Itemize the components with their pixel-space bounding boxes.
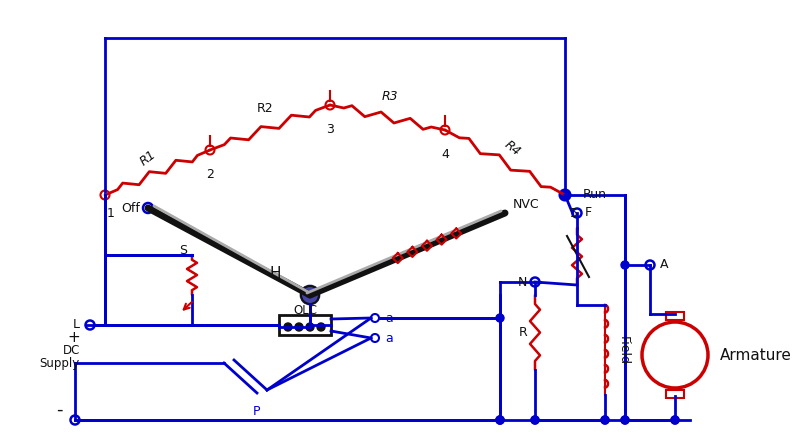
Circle shape <box>621 416 629 424</box>
Circle shape <box>601 416 609 424</box>
Text: R4: R4 <box>502 138 522 158</box>
Circle shape <box>601 416 609 424</box>
Circle shape <box>496 416 504 424</box>
Text: DC: DC <box>62 344 80 357</box>
Text: 3: 3 <box>326 123 334 136</box>
Text: 2: 2 <box>206 168 214 181</box>
Text: F: F <box>585 206 592 219</box>
Circle shape <box>559 190 570 201</box>
Text: a: a <box>385 332 393 344</box>
Text: Run: Run <box>583 189 607 202</box>
Text: R: R <box>518 325 527 339</box>
Circle shape <box>317 323 325 331</box>
Text: P: P <box>254 405 261 418</box>
Text: 5: 5 <box>570 207 578 220</box>
FancyBboxPatch shape <box>279 315 331 335</box>
Text: N: N <box>518 275 527 288</box>
Text: Armature: Armature <box>720 348 792 363</box>
Text: R1: R1 <box>138 148 158 168</box>
Text: L: L <box>73 319 80 332</box>
FancyBboxPatch shape <box>666 390 684 398</box>
Text: R2: R2 <box>257 102 274 115</box>
Text: NVC: NVC <box>513 198 540 211</box>
Circle shape <box>301 286 319 304</box>
Text: OLC: OLC <box>293 304 317 317</box>
Circle shape <box>306 323 314 331</box>
Text: H: H <box>270 266 281 280</box>
Text: Field: Field <box>617 336 630 364</box>
Text: Off: Off <box>121 202 140 214</box>
Text: -: - <box>57 401 63 419</box>
FancyBboxPatch shape <box>666 312 684 320</box>
Circle shape <box>531 416 539 424</box>
Circle shape <box>295 323 303 331</box>
Circle shape <box>621 261 629 269</box>
Circle shape <box>284 323 292 331</box>
Text: A: A <box>660 259 669 271</box>
Circle shape <box>496 416 504 424</box>
Text: a: a <box>385 312 393 324</box>
Text: Supply: Supply <box>40 356 80 369</box>
Circle shape <box>496 416 504 424</box>
Circle shape <box>671 416 679 424</box>
Circle shape <box>496 314 504 322</box>
Text: R3: R3 <box>382 90 398 103</box>
Text: 1: 1 <box>107 207 115 220</box>
Circle shape <box>621 416 629 424</box>
Circle shape <box>531 416 539 424</box>
Text: +: + <box>67 329 80 344</box>
Text: S: S <box>179 243 187 256</box>
Circle shape <box>671 416 679 424</box>
Text: 4: 4 <box>441 148 449 161</box>
